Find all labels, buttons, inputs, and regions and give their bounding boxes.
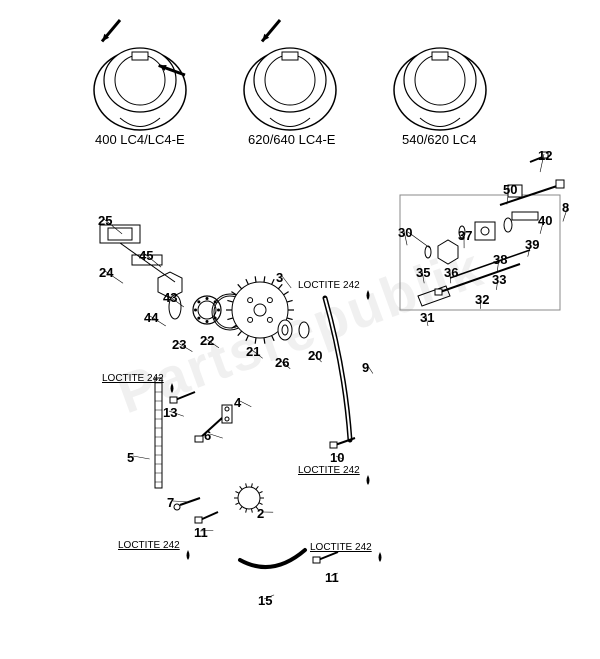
loctite-note: LOCTITE 242 [310,542,372,553]
callout-number: 40 [538,213,552,228]
callout-number: 5 [127,450,134,465]
variant-label: 620/640 LC4-E [248,132,335,147]
callout-number: 15 [258,593,272,608]
callout-number: 8 [562,200,569,215]
callout-number: 3 [276,270,283,285]
callout-number: 36 [444,265,458,280]
callout-number: 11 [325,570,339,585]
callout-number: 9 [362,360,369,375]
callout-number: 24 [99,265,113,280]
diagram-svg [0,0,600,659]
callout-number: 43 [163,290,177,305]
callout-number: 33 [492,272,506,287]
callout-number: 13 [163,405,177,420]
callout-number: 50 [503,182,517,197]
callout-number: 32 [475,292,489,307]
callout-number: 11 [194,525,208,540]
loctite-note: LOCTITE 242 [298,280,360,291]
callout-number: 2 [257,506,264,521]
variant-label: 540/620 LC4 [402,132,476,147]
callout-number: 37 [458,228,472,243]
callout-number: 25 [98,213,112,228]
callout-number: 38 [493,252,507,267]
callout-number: 23 [172,337,186,352]
loctite-note: LOCTITE 242 [118,540,180,551]
callout-number: 6 [204,428,211,443]
callout-number: 20 [308,348,322,363]
callout-number: 35 [416,265,430,280]
callout-number: 44 [144,310,158,325]
callout-number: 10 [330,450,344,465]
callout-number: 26 [275,355,289,370]
callout-number: 7 [167,495,174,510]
callout-number: 4 [234,395,241,410]
callout-number: 21 [246,344,260,359]
callout-number: 30 [398,225,412,240]
callout-number: 39 [525,237,539,252]
loctite-note: LOCTITE 242 [298,465,360,476]
callout-number: 12 [538,148,552,163]
callout-number: 31 [420,310,434,325]
callout-number: 45 [139,248,153,263]
variant-label: 400 LC4/LC4-E [95,132,185,147]
loctite-note: LOCTITE 242 [102,373,164,384]
callout-number: 22 [200,333,214,348]
